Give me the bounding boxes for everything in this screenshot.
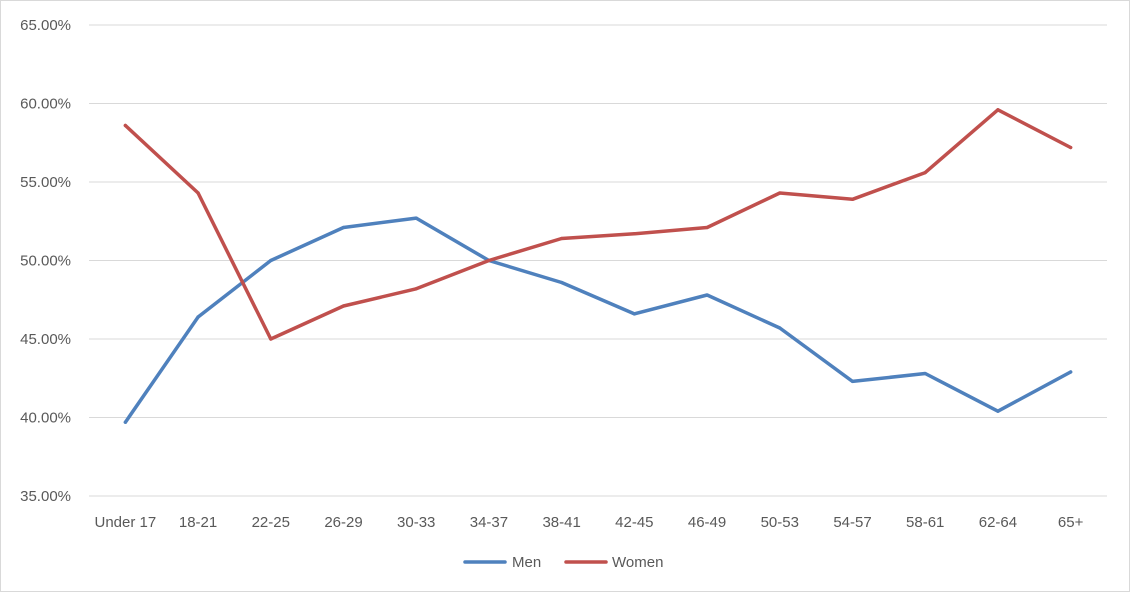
x-tick-label: 54-57 bbox=[833, 514, 871, 531]
x-tick-label: Under 17 bbox=[94, 514, 156, 531]
gridlines bbox=[89, 24, 1107, 497]
data-point-women bbox=[123, 123, 127, 128]
x-tick-label: 18-21 bbox=[179, 514, 217, 531]
data-point-men bbox=[778, 326, 782, 330]
y-tick-label: 55.00% bbox=[20, 174, 71, 191]
data-point-men bbox=[560, 280, 564, 285]
data-point-women bbox=[850, 197, 855, 201]
y-axis-ticks: 35.00% 40.00% 45.00% 50.00% 55.00% 60.00% 65.0… bbox=[20, 17, 71, 505]
data-point-men bbox=[850, 379, 855, 383]
data-point-women bbox=[996, 108, 1000, 112]
data-point-men bbox=[996, 409, 1000, 413]
x-tick-label: 26-29 bbox=[324, 514, 362, 531]
data-point-men bbox=[341, 225, 346, 230]
y-tick-label: 60.00% bbox=[20, 96, 71, 113]
y-tick-label: 35.00% bbox=[20, 488, 71, 505]
data-point-men bbox=[123, 420, 127, 424]
data-point-men bbox=[269, 258, 273, 263]
legend-label-women: Women bbox=[612, 554, 663, 571]
x-axis-ticks: Under 17 18-21 22-25 26-29 30-33 34-37 38-41 42… bbox=[94, 514, 1083, 531]
data-point-women bbox=[269, 337, 273, 341]
data-point-men bbox=[414, 216, 418, 220]
legend: Men Women bbox=[463, 554, 663, 571]
legend-label-men: Men bbox=[512, 554, 541, 571]
data-point-women bbox=[778, 191, 782, 195]
data-point-women bbox=[487, 258, 491, 263]
data-point-women bbox=[414, 287, 418, 291]
data-point-men bbox=[705, 293, 709, 297]
data-point-women bbox=[560, 236, 564, 241]
y-tick-label: 65.00% bbox=[20, 17, 71, 34]
x-tick-label: 34-37 bbox=[470, 514, 508, 531]
x-tick-label: 30-33 bbox=[397, 514, 435, 531]
x-tick-label: 65+ bbox=[1058, 514, 1084, 531]
data-point-women bbox=[705, 225, 709, 230]
x-tick-label: 22-25 bbox=[252, 514, 290, 531]
x-tick-label: 42-45 bbox=[615, 514, 653, 531]
data-point-women bbox=[341, 304, 346, 308]
y-tick-label: 50.00% bbox=[20, 253, 71, 270]
data-point-men bbox=[196, 315, 200, 319]
series-lines bbox=[123, 108, 1073, 424]
data-point-men bbox=[632, 312, 636, 316]
x-tick-label: 58-61 bbox=[906, 514, 944, 531]
data-point-women bbox=[632, 232, 636, 236]
x-tick-label: 62-64 bbox=[979, 514, 1017, 531]
data-point-women bbox=[1069, 145, 1073, 150]
data-point-women bbox=[923, 170, 927, 175]
series-line-women bbox=[123, 108, 1073, 341]
x-tick-label: 50-53 bbox=[761, 514, 799, 531]
data-point-men bbox=[1069, 370, 1073, 374]
data-point-men bbox=[923, 371, 927, 376]
y-tick-label: 45.00% bbox=[20, 331, 71, 348]
data-point-women bbox=[196, 191, 200, 195]
series-line-men bbox=[123, 216, 1073, 424]
x-tick-label: 38-41 bbox=[542, 514, 580, 531]
x-tick-label: 46-49 bbox=[688, 514, 726, 531]
y-tick-label: 40.00% bbox=[20, 410, 71, 427]
